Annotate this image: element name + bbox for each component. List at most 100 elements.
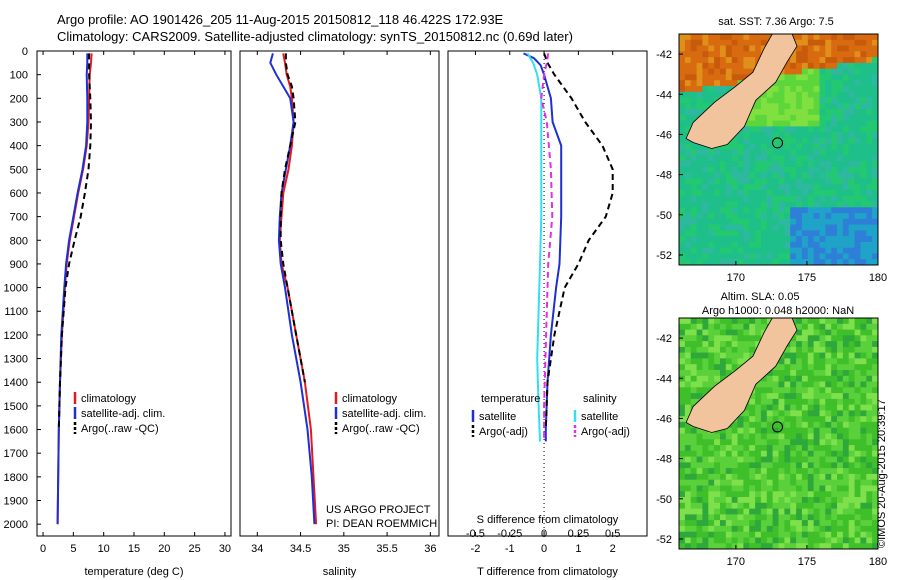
sla_map-cell (860, 335, 867, 342)
sst_map-cell (679, 62, 686, 70)
sla_map-cell (796, 381, 803, 388)
sst_map-cell (684, 247, 692, 255)
sla_map-cell (720, 439, 727, 446)
sla_map-cell (796, 358, 803, 365)
sst_map-cell (807, 74, 815, 81)
sst_map-cell (854, 241, 862, 249)
sla_map-cell (813, 323, 821, 331)
sla_map-cell (819, 520, 826, 527)
sla_map-cell (813, 346, 821, 354)
sst_map-cell (684, 143, 692, 151)
sla_map-cell (866, 514, 873, 521)
sla_map-cell (848, 479, 856, 487)
sla_map-cell (819, 497, 826, 504)
sla_map-cell (725, 537, 733, 544)
sla_map-cell (690, 514, 698, 521)
sla_map-cell (796, 433, 803, 440)
sla_map-cell (790, 473, 797, 481)
sla_map-cell (720, 456, 727, 463)
sst_map-cell (819, 259, 826, 265)
sst_map-cell (743, 195, 750, 203)
sst_map-cell (755, 126, 762, 133)
sst_map-cell (848, 86, 856, 93)
sla_map-cell (837, 525, 844, 533)
sla_map-cell (790, 427, 797, 435)
sla_map-cell (749, 473, 756, 481)
sla_map-cell (837, 352, 844, 359)
sla_map-cell (731, 508, 739, 515)
sla_map-cell (720, 364, 727, 371)
sst_map-cell (714, 86, 721, 93)
sla_map-cell (837, 508, 844, 515)
sst_map-cell (807, 51, 815, 58)
sst_map-cell (784, 114, 791, 122)
sla_map-cell (760, 514, 768, 521)
sst_map-cell (807, 166, 815, 174)
sla_map-cell (813, 318, 821, 325)
sst_map-cell (772, 97, 780, 104)
sst_map-cell (760, 189, 768, 197)
sst_map-cell (720, 34, 727, 41)
sla_map-cell (848, 531, 856, 539)
sla_map-cell (801, 427, 809, 435)
sla_map-cell (807, 370, 815, 377)
sst_map-cell (854, 109, 862, 116)
sla_map-cell (801, 520, 809, 527)
sla_map-cell (708, 491, 715, 498)
sst_map-cell (690, 80, 698, 87)
sla_map-cell (737, 456, 744, 463)
sst_map-cell (743, 230, 750, 237)
sst_map-cell (702, 236, 709, 243)
sla_map-cell (807, 502, 815, 510)
sla_map-cell (679, 352, 686, 359)
sla_map-cell (690, 531, 698, 539)
sst_map-cell (807, 224, 815, 231)
sla_map-cell (784, 387, 791, 394)
sst_map-cell (760, 195, 768, 203)
sst_map-cell (837, 132, 844, 139)
sst_map-cell (837, 143, 844, 151)
sla_map-cell (784, 514, 791, 521)
sla_map-cell (807, 445, 815, 452)
sst_map-cell (714, 155, 721, 162)
sst_map-cell (778, 114, 785, 122)
sst_map-cell (696, 68, 704, 76)
sst_map-cell (807, 247, 815, 255)
sst_map-cell (778, 184, 785, 191)
difference-xtick-top-label: 0 (541, 528, 547, 540)
sst_map-cell (790, 241, 797, 249)
sla_map-cell (813, 525, 821, 533)
sst_map-cell (872, 161, 878, 168)
sla_map-cell (866, 485, 873, 492)
sla_map-cell (772, 485, 780, 492)
salinity-xtick-label: 34 (251, 543, 263, 555)
sla_map-cell (760, 508, 768, 515)
sla_map-cell (743, 502, 750, 510)
sst_map-cell (807, 45, 815, 52)
sla_map-cell (731, 520, 739, 527)
sla_map-cell (813, 398, 821, 406)
sla_map-cell (784, 502, 791, 510)
sla_map-cell (702, 468, 709, 475)
sst_map-cell (772, 247, 780, 255)
sla_map-cell (831, 329, 838, 336)
sla_map-cell (854, 450, 862, 458)
sla_map-cell (801, 468, 809, 475)
sst_map-cell (749, 109, 756, 116)
sst_map-cell (790, 207, 797, 214)
sla_map-cell (854, 491, 862, 498)
sst_map-cell (760, 120, 768, 127)
sst_map-cell (696, 34, 704, 41)
sst_map-cell (708, 45, 715, 52)
sla_map-cell (720, 335, 727, 342)
sla_map-cell (702, 497, 709, 504)
sst_map-cell (831, 109, 838, 116)
sla_map-cell (872, 398, 878, 406)
sst_map-cell (720, 62, 727, 70)
sla_map-cell (743, 421, 750, 429)
sla_map-cell (790, 450, 797, 458)
sla_map-cell (807, 318, 815, 325)
sst_map-cell (720, 68, 727, 76)
diff-legend-label: satellite (479, 411, 516, 423)
sst_map-cell (837, 68, 844, 76)
